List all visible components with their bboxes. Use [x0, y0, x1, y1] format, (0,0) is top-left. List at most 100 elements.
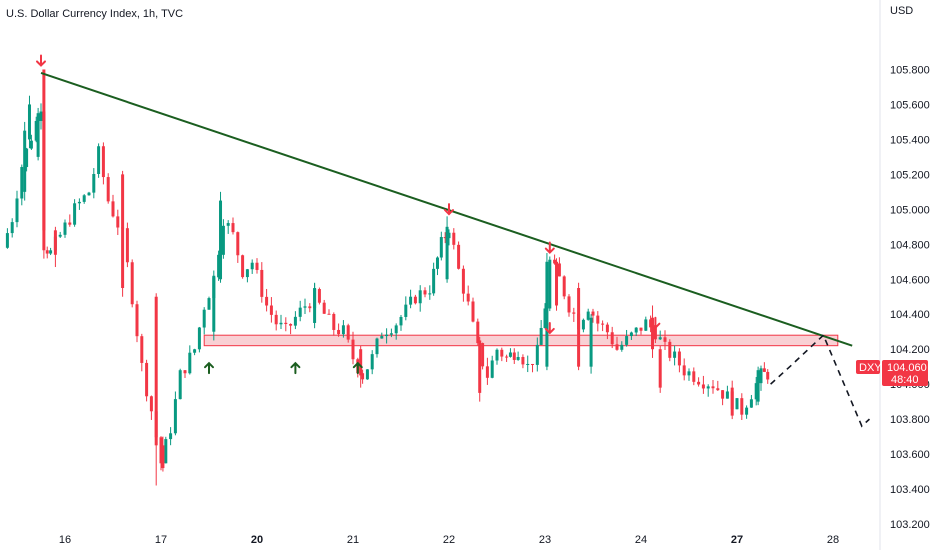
candle-body [231, 223, 235, 233]
candle-body [531, 363, 535, 365]
candle-body [284, 322, 288, 324]
candle-body [217, 254, 221, 278]
candle-body [762, 368, 766, 372]
candle-body [351, 339, 355, 360]
candle-body [677, 351, 681, 366]
candle-body [202, 309, 206, 328]
candle-body [711, 386, 715, 389]
candle-body [389, 333, 393, 335]
symbol-tag-label: DXY [859, 362, 882, 374]
candle-body [610, 332, 614, 345]
candle-body [658, 337, 662, 340]
price-tick-label: 105.000 [890, 204, 930, 216]
candle-body [543, 308, 547, 328]
candle-body [82, 195, 86, 202]
candle-body [701, 384, 705, 389]
candle-body [682, 365, 686, 376]
support-arrow-icon [290, 361, 301, 375]
time-tick-label: 22 [443, 534, 455, 546]
candle-body [10, 222, 14, 234]
price-tick-label: 104.600 [890, 274, 930, 286]
candle-body [466, 293, 470, 302]
support-arrow-icon [352, 361, 363, 375]
chart-title: U.S. Dollar Currency Index, 1h, TVC [6, 8, 183, 20]
candle-body [553, 259, 557, 264]
candle-body [653, 327, 657, 340]
key-candle-body [730, 387, 734, 416]
price-tick-label: 105.600 [890, 99, 930, 111]
candle-body [495, 349, 499, 361]
currency-label: USD [890, 5, 913, 17]
candle-body [337, 329, 341, 335]
candle-body [692, 371, 696, 382]
candle-body [634, 327, 638, 333]
key-candle-body [555, 261, 559, 306]
key-candle-body [545, 261, 549, 367]
candle-body [749, 399, 753, 408]
price-tick-label: 103.600 [890, 449, 930, 461]
candle-body [245, 269, 249, 278]
candle-body [423, 290, 427, 295]
candle-body [766, 371, 770, 380]
candle-body [505, 356, 509, 358]
price-tick-label: 103.400 [890, 484, 930, 496]
plot-area[interactable] [5, 54, 871, 486]
candle-body [68, 222, 72, 225]
candle-body [289, 323, 293, 326]
candle-body [63, 222, 67, 235]
time-tick-label: 16 [59, 534, 71, 546]
candle-body [221, 225, 225, 255]
candle-body [135, 304, 139, 337]
candle-body [260, 269, 264, 297]
candle-body [490, 360, 494, 378]
candle-body [435, 257, 439, 269]
candle-body [49, 250, 53, 254]
candle-body [644, 319, 648, 331]
candle-body [725, 391, 729, 399]
current-price-tag[interactable]: DXY 104.060 48:40 [856, 360, 928, 386]
candle-body [471, 301, 475, 322]
candle-body [548, 259, 552, 309]
key-candle-body [121, 174, 125, 288]
candle-body [92, 174, 96, 193]
candle-body [332, 313, 336, 330]
candle-body [183, 370, 187, 374]
price-axis[interactable]: USD 105.800 105.600 105.400 105.200 105.000 1… [879, 0, 930, 550]
candle-body [754, 383, 758, 400]
resistance-arrow-icon [544, 321, 555, 335]
key-candle-body [161, 445, 165, 469]
candle-body [207, 298, 211, 310]
time-tick-label: 24 [635, 534, 647, 546]
candle-body [116, 216, 120, 228]
candle-body [188, 352, 192, 374]
price-tick-label: 104.400 [890, 309, 930, 321]
candle-body [759, 368, 763, 384]
candle-body [413, 296, 417, 304]
candle-body [279, 322, 283, 325]
candle-body [615, 344, 619, 350]
price-tick-label: 104.200 [890, 344, 930, 356]
candle-body [716, 388, 720, 391]
candle-body [197, 327, 201, 350]
candle-body [697, 381, 701, 385]
price-tick-label: 103.800 [890, 414, 930, 426]
price-tick-label: 104.800 [890, 239, 930, 251]
key-candle-body [359, 349, 363, 376]
candle-body [596, 315, 600, 324]
candle-body [149, 396, 153, 412]
key-candle-body [53, 230, 57, 255]
candle-body [399, 316, 403, 326]
candle-body [452, 232, 456, 245]
candle-body [25, 148, 29, 168]
candle-body [178, 370, 182, 400]
time-tick-label: 17 [155, 534, 167, 546]
support-arrow-icon [204, 361, 214, 375]
candle-body [409, 296, 413, 305]
candle-body [629, 332, 633, 337]
time-axis[interactable]: 16 17 20 21 22 23 24 27 28 [59, 534, 839, 546]
key-candle-body [154, 296, 158, 446]
candle-body [605, 324, 609, 333]
candle-body [668, 341, 672, 358]
key-candle-body [23, 130, 27, 192]
